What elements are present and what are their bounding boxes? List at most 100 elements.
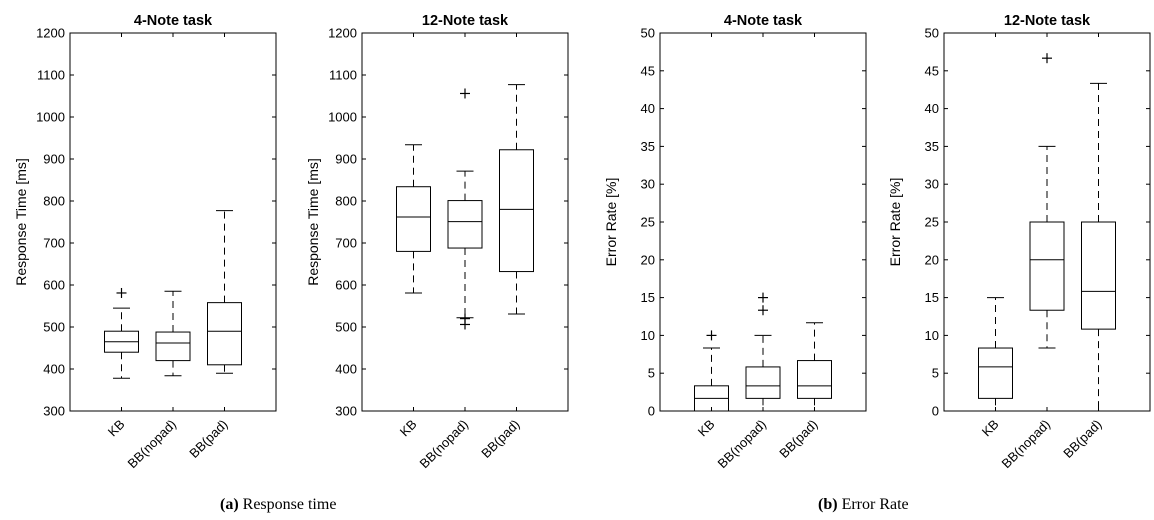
y-tick-label: 600 <box>43 278 65 293</box>
y-tick-label: 35 <box>925 139 939 154</box>
box-plot <box>797 322 832 412</box>
y-tick-label: 25 <box>641 215 655 230</box>
chart-title: 4-Note task <box>724 13 803 29</box>
y-tick-label: 10 <box>925 328 939 343</box>
outlier-marker <box>1042 53 1052 64</box>
x-tick-label: KB <box>397 417 420 440</box>
caption-response-time: (a) Response time <box>220 496 336 514</box>
x-tick-label: BB(pad) <box>776 417 820 461</box>
box-plot <box>745 292 781 412</box>
y-tick-label: 300 <box>43 404 65 419</box>
caption-label: (b) <box>818 496 838 513</box>
y-tick-label: 800 <box>335 194 357 209</box>
x-tick-label: BB(pad) <box>478 417 522 461</box>
y-tick-label: 0 <box>932 404 939 419</box>
y-axis-label: Response Time [ms] <box>13 158 29 286</box>
chart-panel: 12-Note task 300 400 500 600 700 800 900 1000 110… <box>305 13 569 472</box>
box-plot <box>1081 82 1116 412</box>
outlier-marker <box>758 305 768 316</box>
outlier-marker <box>116 287 127 298</box>
x-tick-label: BB(pad) <box>186 417 230 461</box>
box-iqr <box>155 331 191 362</box>
y-tick-label: 700 <box>335 236 357 251</box>
box-iqr <box>396 186 431 252</box>
x-tick-label: KB <box>979 417 1002 440</box>
y-tick-label: 40 <box>641 101 655 116</box>
y-tick-label: 1100 <box>37 68 65 83</box>
box-iqr <box>745 366 781 399</box>
box-plot <box>155 290 191 377</box>
y-tick-label: 30 <box>641 177 655 192</box>
y-tick-label: 45 <box>925 63 939 78</box>
figure: 4-Note task30040050060070080090010001100… <box>13 13 1151 472</box>
y-tick-label: 35 <box>641 139 655 154</box>
x-tick-label: BB(nopad) <box>999 417 1054 472</box>
x-tick-label: BB(nopad) <box>125 417 180 472</box>
y-tick-label: 500 <box>43 320 65 335</box>
box-iqr <box>1029 221 1065 311</box>
y-tick-label: 45 <box>641 63 655 78</box>
y-tick-label: 1100 <box>329 68 357 83</box>
y-tick-label: 5 <box>648 366 655 381</box>
y-tick-label: 40 <box>925 101 939 116</box>
y-tick-label: 10 <box>641 328 655 343</box>
box-plot <box>978 297 1013 412</box>
y-tick-label: 700 <box>43 236 65 251</box>
y-tick-label: 1200 <box>36 26 65 41</box>
y-tick-label: 900 <box>335 152 357 167</box>
box-iqr <box>797 360 832 399</box>
box-iqr <box>978 347 1013 399</box>
chart-title: 4-Note task <box>134 13 213 29</box>
box-plot <box>447 88 483 330</box>
y-tick-label: 25 <box>925 215 939 230</box>
chart-title: 12-Note task <box>422 13 509 29</box>
y-tick-label: 800 <box>43 194 65 209</box>
x-tick-label: BB(nopad) <box>715 417 770 472</box>
y-tick-label: 500 <box>335 320 357 335</box>
axes-frame <box>69 32 277 412</box>
y-tick-label: 50 <box>641 26 655 41</box>
outlier-marker <box>460 319 470 330</box>
box-plot <box>207 210 242 374</box>
chart-panel: 12-Note task 0 5 10 15 20 25 30 35 40 45 50 Error Ra… <box>887 13 1151 472</box>
y-tick-label: 15 <box>641 290 655 305</box>
outlier-marker <box>758 292 768 303</box>
y-axis-label: Error Rate [%] <box>603 178 619 267</box>
y-tick-label: 400 <box>335 362 357 377</box>
caption-text: Error Rate <box>837 496 909 513</box>
box-plot <box>1029 53 1065 349</box>
box-plot <box>104 287 139 379</box>
chart-panel: 4-Note task 300 400 500 600 700 800 900 1000 1100… <box>13 13 277 472</box>
x-tick-label: KB <box>105 417 128 440</box>
box-iqr <box>207 302 242 366</box>
y-tick-label: 1000 <box>36 110 65 125</box>
box-iqr <box>1081 221 1116 330</box>
y-tick-label: 600 <box>335 278 357 293</box>
caption-text: Response time <box>238 496 337 513</box>
box-iqr <box>499 149 534 273</box>
caption-error-rate: (b) Error Rate <box>818 496 909 514</box>
box-plot <box>396 144 431 294</box>
y-tick-label: 30 <box>925 177 939 192</box>
y-axis-label: Response Time [ms] <box>305 158 321 286</box>
box-plot <box>694 330 729 412</box>
chart-panel: 4-Note task 0 5 10 15 20 25 30 35 40 45 50 Error Rat… <box>603 13 867 472</box>
chart-title: 12-Note task <box>1004 13 1091 29</box>
x-tick-label: KB <box>695 417 718 440</box>
y-tick-label: 1000 <box>328 110 357 125</box>
y-tick-label: 20 <box>641 252 655 267</box>
outlier-marker <box>706 330 717 341</box>
outlier-marker <box>460 88 470 99</box>
y-tick-label: 400 <box>43 362 65 377</box>
y-tick-label: 50 <box>925 26 939 41</box>
caption-label: (a) <box>220 496 239 513</box>
y-tick-label: 15 <box>925 290 939 305</box>
y-tick-label: 20 <box>925 252 939 267</box>
box-iqr <box>447 200 483 249</box>
y-tick-label: 900 <box>43 152 65 167</box>
y-tick-label: 0 <box>648 404 655 419</box>
y-tick-label: 5 <box>932 366 939 381</box>
y-tick-label: 1200 <box>328 26 357 41</box>
y-tick-label: 300 <box>335 404 357 419</box>
x-tick-label: BB(nopad) <box>417 417 472 472</box>
